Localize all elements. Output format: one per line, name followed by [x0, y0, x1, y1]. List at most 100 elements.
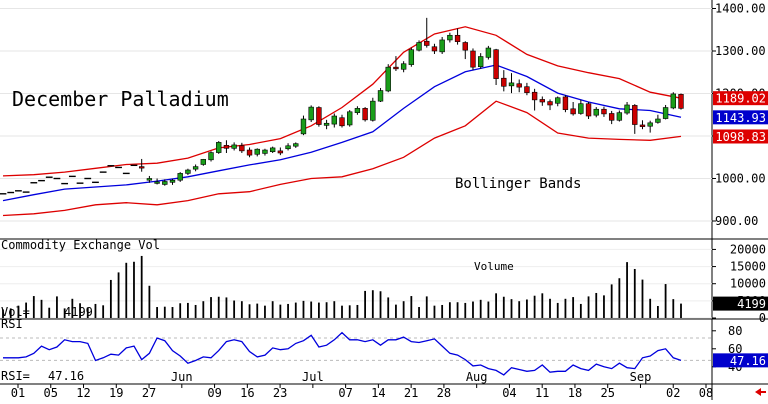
candle-body — [578, 103, 584, 114]
rsi-panel: RSI RSI= 47.16 — [1, 317, 682, 383]
candlestick — [400, 61, 407, 73]
volume-panel: Commodity Exchange Vol Volume Vol= 4199 — [1, 238, 682, 319]
volume-tag-box — [713, 296, 768, 311]
candlestick — [570, 102, 576, 116]
candlestick — [269, 146, 276, 153]
candlestick — [462, 41, 468, 60]
candlestick — [316, 106, 322, 127]
candle-body — [285, 145, 291, 150]
candlestick — [655, 114, 661, 124]
candle-body — [616, 112, 623, 121]
x-tick-label: 08 — [699, 386, 713, 400]
rsi-tag-label: 47.16 — [730, 354, 766, 368]
candlestick — [431, 43, 438, 54]
candle-body — [570, 108, 576, 115]
candle-body — [632, 105, 638, 125]
candlestick — [485, 45, 492, 60]
candle-body — [393, 66, 399, 70]
candlestick — [439, 36, 445, 54]
candlestick — [146, 175, 153, 183]
candlestick — [339, 114, 345, 128]
candle-body — [246, 149, 253, 156]
candlestick — [639, 120, 646, 130]
rsi-line — [3, 331, 682, 376]
candlestick — [454, 28, 461, 45]
candle-body — [231, 144, 237, 149]
x-tick-label: 12 — [76, 386, 90, 400]
price-tick-label: 1000.00 — [715, 172, 766, 186]
candlestick — [285, 143, 291, 151]
volume-tag: 4199 — [713, 296, 768, 311]
candle-body — [462, 42, 468, 51]
candlestick — [670, 92, 676, 110]
x-tick-label: Jun — [171, 370, 193, 384]
candlestick — [231, 142, 237, 151]
volume-inset-label: Volume — [474, 260, 514, 273]
candlestick — [531, 88, 538, 111]
candlestick — [200, 158, 207, 166]
candle-body — [293, 143, 299, 147]
candlestick — [539, 96, 546, 106]
candlestick — [616, 110, 623, 122]
value-tags: 1189.02 1143.93 1098.83 4199 47.16 — [713, 91, 768, 368]
volume-bars — [2, 255, 682, 318]
candle-body — [400, 63, 407, 70]
candlestick — [177, 172, 183, 182]
candlestick — [555, 96, 561, 107]
candlestick — [562, 95, 569, 113]
x-tick-label: Aug — [466, 370, 488, 384]
price-panel: December Palladium Bollinger Bands — [0, 17, 684, 217]
chart-title: December Palladium — [12, 87, 229, 111]
candle-body — [477, 56, 484, 68]
upper-band-tag-box — [713, 91, 768, 106]
candlestick — [508, 73, 515, 94]
candle-body — [454, 34, 461, 42]
candlestick — [632, 104, 638, 134]
candle-body — [493, 49, 499, 79]
candle-body — [501, 77, 507, 87]
volume-tag-label: 4199 — [737, 297, 766, 311]
candle-body — [385, 66, 391, 92]
mid-band-tag-label: 1143.93 — [715, 111, 766, 125]
candle-body — [177, 173, 183, 181]
rsi-tick-label: 80 — [728, 324, 742, 338]
candle-body — [655, 118, 661, 123]
scroll-right-arrow-icon[interactable] — [755, 388, 766, 396]
candle-body — [316, 107, 322, 125]
candle-body — [162, 181, 168, 185]
candlestick — [608, 110, 615, 125]
candle-body — [192, 166, 199, 170]
candlestick — [323, 119, 330, 130]
bollinger-bands — [2, 26, 682, 217]
candlestick — [192, 164, 199, 172]
candlestick — [624, 102, 630, 115]
candlestick — [347, 110, 353, 127]
upper-band-tag-label: 1189.02 — [715, 92, 766, 106]
candle-body — [547, 101, 553, 106]
rsi-line-layer — [3, 331, 682, 376]
candle-body — [216, 142, 222, 153]
candle-body — [647, 122, 653, 127]
x-tick-label: 01 — [11, 386, 25, 400]
candlestick — [354, 106, 361, 115]
x-tick-label: 05 — [44, 386, 58, 400]
candle-body — [431, 46, 438, 52]
candle-body — [662, 107, 669, 119]
x-tick-label: 04 — [502, 386, 516, 400]
candlestick — [647, 120, 653, 133]
candlestick — [678, 93, 684, 110]
candlestick — [377, 87, 384, 102]
candle-body — [339, 117, 345, 127]
x-tick-label: 21 — [404, 386, 418, 400]
volume-tick-label: 10000 — [730, 277, 766, 291]
candle-body — [138, 166, 145, 169]
x-tick-label: 28 — [437, 386, 451, 400]
candle-body — [377, 90, 384, 102]
candlestick — [208, 151, 214, 162]
volume-tick-label: 0 — [759, 311, 766, 325]
upper-band-tag: 1189.02 — [713, 91, 768, 106]
candlestick — [162, 179, 168, 186]
candlestick — [293, 142, 299, 148]
price-tick-label: 1400.00 — [715, 2, 766, 16]
